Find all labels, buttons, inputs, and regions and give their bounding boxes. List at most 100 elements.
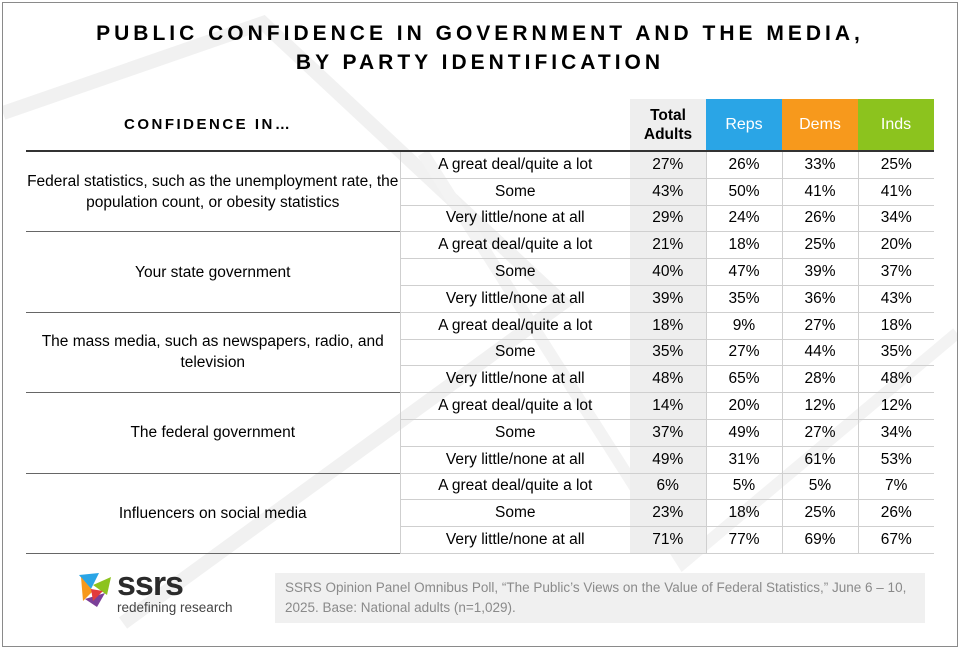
value-dems: 25% <box>781 231 858 260</box>
response-label: Very little/none at all <box>399 205 630 233</box>
table-row: Some 35% 27% 44% 35% <box>26 339 934 367</box>
value-total: 35% <box>630 339 706 367</box>
topic-label: Your state government <box>135 263 291 281</box>
value-dems: 33% <box>781 151 858 179</box>
value-reps: 18% <box>705 231 782 260</box>
table-row: Some 40% 47% 39% 37% <box>26 258 934 286</box>
response-label: Some <box>399 339 630 367</box>
value-dems: 12% <box>781 392 858 420</box>
column-header-inds: Inds <box>858 99 934 151</box>
ssrs-wordmark: ssrs <box>117 565 184 603</box>
response-label: Very little/none at all <box>399 446 630 474</box>
value-dems: 69% <box>781 526 858 554</box>
response-label: Some <box>399 499 630 528</box>
value-total: 40% <box>630 258 706 286</box>
ssrs-tagline: redefining research <box>117 600 233 615</box>
value-reps: 50% <box>705 178 782 206</box>
value-inds: 35% <box>857 339 934 367</box>
response-label: Very little/none at all <box>399 526 630 554</box>
value-total: 43% <box>630 178 706 206</box>
table-row: Influencers on social media A great deal… <box>26 473 934 522</box>
value-total: 27% <box>630 151 706 179</box>
value-total: 23% <box>630 499 706 528</box>
value-total: 6% <box>630 473 706 501</box>
header-row: CONFIDENCE IN… Total Adults Reps Dems In… <box>26 99 934 151</box>
table-row: Some 37% 49% 27% 34% <box>26 419 934 447</box>
value-dems: 61% <box>781 446 858 474</box>
response-label: Very little/none at all <box>399 285 630 313</box>
value-total: 14% <box>630 392 706 420</box>
value-dems: 39% <box>781 258 858 286</box>
value-reps: 65% <box>705 365 782 394</box>
response-label: Very little/none at all <box>399 365 630 394</box>
value-total: 39% <box>630 285 706 313</box>
value-inds: 34% <box>857 205 934 233</box>
value-inds: 26% <box>857 499 934 528</box>
value-inds: 67% <box>857 526 934 554</box>
table-body: Federal statistics, such as the unemploy… <box>26 151 934 554</box>
table-row: Very little/none at all 71% 77% 69% 67% <box>26 526 934 554</box>
value-dems: 26% <box>781 205 858 233</box>
value-inds: 20% <box>857 231 934 260</box>
value-dems: 44% <box>781 339 858 367</box>
value-dems: 27% <box>781 419 858 447</box>
ssrs-logo-mark-icon <box>79 573 111 607</box>
table-row: The federal government A great deal/quit… <box>26 392 934 441</box>
column-header-total: Total Adults <box>630 99 706 151</box>
value-reps: 5% <box>705 473 782 501</box>
topic-label: The mass media, such as newspapers, radi… <box>41 333 384 372</box>
source-note: SSRS Opinion Panel Omnibus Poll, “The Pu… <box>275 573 925 623</box>
table-row: Very little/none at all 48% 65% 28% 48% <box>26 365 934 394</box>
value-total: 48% <box>630 365 706 394</box>
value-reps: 31% <box>705 446 782 474</box>
topic-label: Influencers on social media <box>118 504 307 522</box>
value-reps: 18% <box>705 499 782 528</box>
value-reps: 24% <box>705 205 782 233</box>
value-reps: 9% <box>705 312 782 340</box>
value-inds: 18% <box>857 312 934 340</box>
value-inds: 7% <box>857 473 934 501</box>
value-reps: 26% <box>705 151 782 179</box>
value-inds: 53% <box>857 446 934 474</box>
response-label: A great deal/quite a lot <box>399 473 630 501</box>
value-dems: 36% <box>781 285 858 313</box>
response-label: A great deal/quite a lot <box>399 151 630 179</box>
response-label: A great deal/quite a lot <box>399 392 630 420</box>
topic-label: The federal government <box>130 424 296 442</box>
value-dems: 5% <box>781 473 858 501</box>
value-total: 21% <box>630 231 706 260</box>
value-dems: 28% <box>781 365 858 394</box>
table-row: Some 23% 18% 25% 26% <box>26 499 934 528</box>
value-inds: 12% <box>857 392 934 420</box>
ssrs-logo: ssrs redefining research <box>77 565 257 621</box>
response-label: A great deal/quite a lot <box>399 312 630 340</box>
table-row: Your state government A great deal/quite… <box>26 231 934 281</box>
column-header-reps: Reps <box>706 99 782 151</box>
table-row: Very little/none at all 49% 31% 61% 53% <box>26 446 934 474</box>
chart-title-line-1: PUBLIC CONFIDENCE IN GOVERNMENT AND THE … <box>96 22 864 45</box>
table-row: Very little/none at all 39% 35% 36% 43% <box>26 285 934 313</box>
response-label: Some <box>399 178 630 206</box>
table-row: Some 43% 50% 41% 41% <box>26 178 934 206</box>
value-inds: 34% <box>857 419 934 447</box>
row-header-label: CONFIDENCE IN… <box>124 116 293 133</box>
value-total: 29% <box>630 205 706 233</box>
chart-title-line-2: BY PARTY IDENTIFICATION <box>295 51 665 74</box>
topic-label: Federal statistics, such as the unemploy… <box>27 172 399 211</box>
response-label: A great deal/quite a lot <box>399 231 630 260</box>
table-row: The mass media, such as newspapers, radi… <box>26 312 934 371</box>
value-inds: 25% <box>857 151 934 179</box>
value-dems: 25% <box>781 499 858 528</box>
value-reps: 35% <box>705 285 782 313</box>
response-label: Some <box>399 258 630 286</box>
value-inds: 41% <box>857 178 934 206</box>
value-reps: 20% <box>705 392 782 420</box>
value-total: 71% <box>630 526 706 554</box>
value-total: 18% <box>630 312 706 340</box>
value-reps: 49% <box>705 419 782 447</box>
value-total: 49% <box>630 446 706 474</box>
response-label: Some <box>399 419 630 447</box>
value-reps: 77% <box>705 526 782 554</box>
table-row: Very little/none at all 29% 24% 26% 34% <box>26 205 934 233</box>
